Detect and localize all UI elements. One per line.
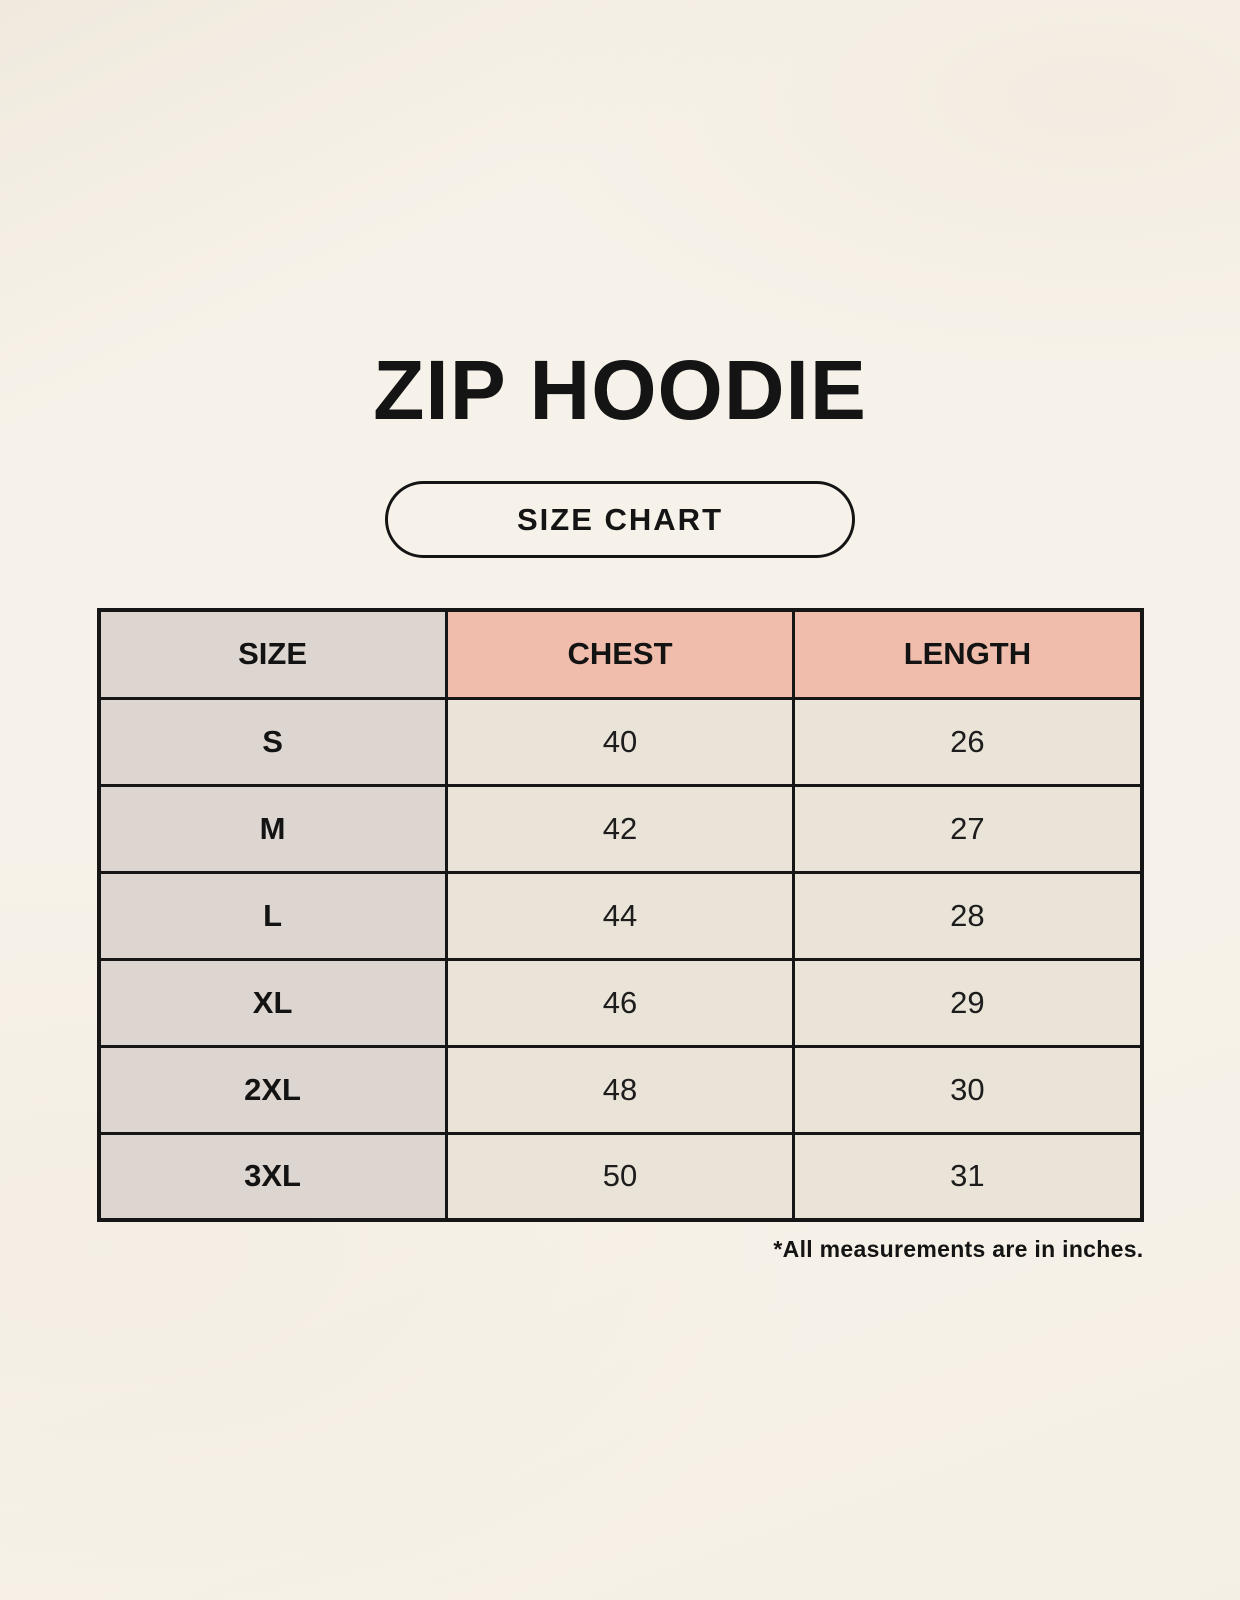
chest-value: 46 [444, 957, 796, 1048]
table-body: S 40 26 M 42 27 L 44 28 XL 46 29 2XL 48 [97, 696, 1143, 1222]
table-row: L 44 28 [97, 870, 1143, 961]
chest-value: 40 [444, 696, 796, 787]
size-label: L [97, 870, 448, 961]
length-value: 26 [792, 696, 1143, 787]
header-row: SIZE CHEST LENGTH [97, 608, 1143, 700]
page-title: ZIP HOODIE [373, 343, 867, 437]
size-chart-button-label: SIZE CHART [517, 501, 723, 537]
length-value: 27 [792, 783, 1143, 874]
table-row: M 42 27 [97, 783, 1143, 874]
chest-value: 44 [444, 870, 796, 961]
header-size: SIZE [97, 608, 448, 700]
table-header: SIZE CHEST LENGTH [97, 608, 1143, 700]
size-label: XL [97, 957, 448, 1048]
size-label: 3XL [97, 1131, 448, 1222]
size-chart-button[interactable]: SIZE CHART [385, 481, 855, 559]
size-label: S [97, 696, 448, 787]
size-label: 2XL [97, 1044, 448, 1135]
measurements-footnote: *All measurements are in inches. [773, 1236, 1144, 1263]
table-row: S 40 26 [97, 696, 1143, 787]
table-row: XL 46 29 [97, 957, 1143, 1048]
length-value: 31 [792, 1131, 1143, 1222]
length-value: 29 [792, 957, 1143, 1048]
chest-value: 50 [444, 1131, 796, 1222]
header-length: LENGTH [792, 608, 1143, 700]
chest-value: 42 [444, 783, 796, 874]
header-chest: CHEST [444, 608, 796, 700]
chest-value: 48 [444, 1044, 796, 1135]
size-chart-table: SIZE CHEST LENGTH S 40 26 M 42 27 L 44 2… [96, 608, 1144, 1223]
table-row: 2XL 48 30 [97, 1044, 1143, 1135]
length-value: 28 [792, 870, 1143, 961]
size-label: M [97, 783, 448, 874]
table-row: 3XL 50 31 [97, 1131, 1143, 1222]
length-value: 30 [792, 1044, 1143, 1135]
